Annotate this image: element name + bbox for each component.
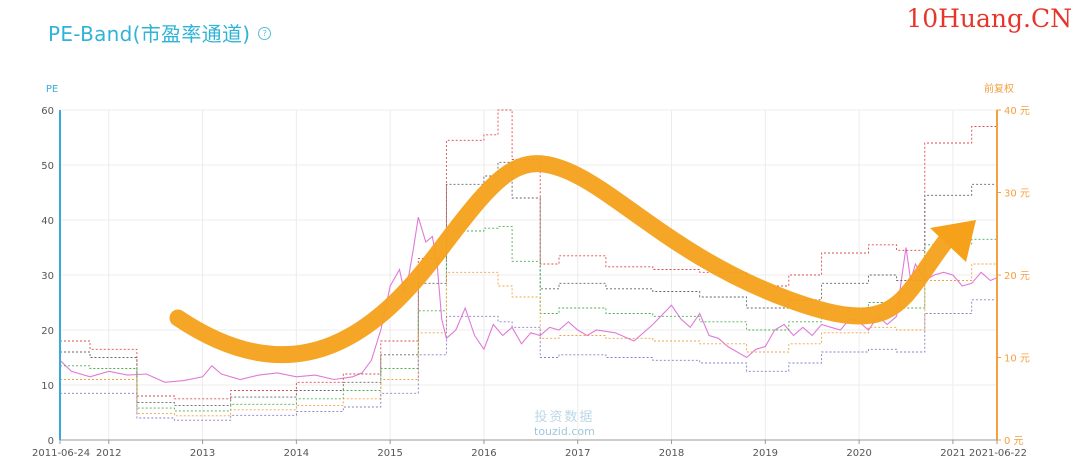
x-tick-label: 2020 xyxy=(846,448,871,459)
left-tick-label: 10 xyxy=(41,381,54,392)
left-tick-label: 50 xyxy=(41,161,54,172)
right-tick-label: 40 元 xyxy=(1004,106,1030,117)
pe-band-line xyxy=(60,226,997,412)
x-tick-label: 2021 xyxy=(940,448,965,459)
pe-band-line xyxy=(60,263,997,417)
right-tick-label: 30 元 xyxy=(1004,189,1030,200)
arrow-body xyxy=(169,155,957,364)
title-text: PE-Band(市盈率通道) xyxy=(48,22,251,46)
axes-group: 0 10 20 30 40 50 60 0 元 10 元 20 元 30 元 40 元 2011-06-… xyxy=(32,82,1030,459)
x-tick-label: 2018 xyxy=(659,448,684,459)
trend-arrow xyxy=(169,155,976,364)
x-tick-label: 2016 xyxy=(471,448,496,459)
right-axis-label: 前复权 xyxy=(984,82,1014,95)
x-tick-label: 2015 xyxy=(377,448,402,459)
left-axis-label: PE xyxy=(46,84,58,95)
x-tick-label: 2012 xyxy=(96,448,121,459)
right-tick-label: 20 元 xyxy=(1004,271,1030,282)
x-tick-label: 2013 xyxy=(190,448,215,459)
pe-band-line xyxy=(60,109,997,400)
left-tick-label: 60 xyxy=(41,106,54,117)
arrow-head xyxy=(930,220,976,262)
grid-lines xyxy=(60,109,997,441)
pe-line xyxy=(59,217,998,383)
left-tick-label: 40 xyxy=(41,216,54,227)
left-tick-label: 0 xyxy=(48,436,54,447)
left-tick-label: 30 xyxy=(41,271,54,282)
page-title: PE-Band(市盈率通道)? xyxy=(48,18,272,47)
x-tick-label: 2019 xyxy=(753,448,778,459)
help-icon[interactable]: ? xyxy=(258,27,272,40)
watermark-logo: 投资数据 xyxy=(534,410,595,425)
x-tick-label: 2021-06-22 xyxy=(969,448,1027,459)
left-tick-label: 20 xyxy=(41,326,54,337)
pe-band-line xyxy=(60,299,997,421)
pe-band-line xyxy=(60,161,997,406)
x-tick-label: 2017 xyxy=(565,448,590,459)
brand-logo: 10Huang.CN xyxy=(906,4,1072,33)
watermark-url: touzid.com xyxy=(534,425,595,438)
right-tick-label: 0 元 xyxy=(1004,436,1024,447)
right-tick-label: 10 元 xyxy=(1004,354,1030,365)
watermark: 投资数据 touzid.com xyxy=(534,406,595,438)
x-tick-label: 2014 xyxy=(284,448,309,459)
x-tick-label: 2011-06-24 xyxy=(32,448,90,459)
